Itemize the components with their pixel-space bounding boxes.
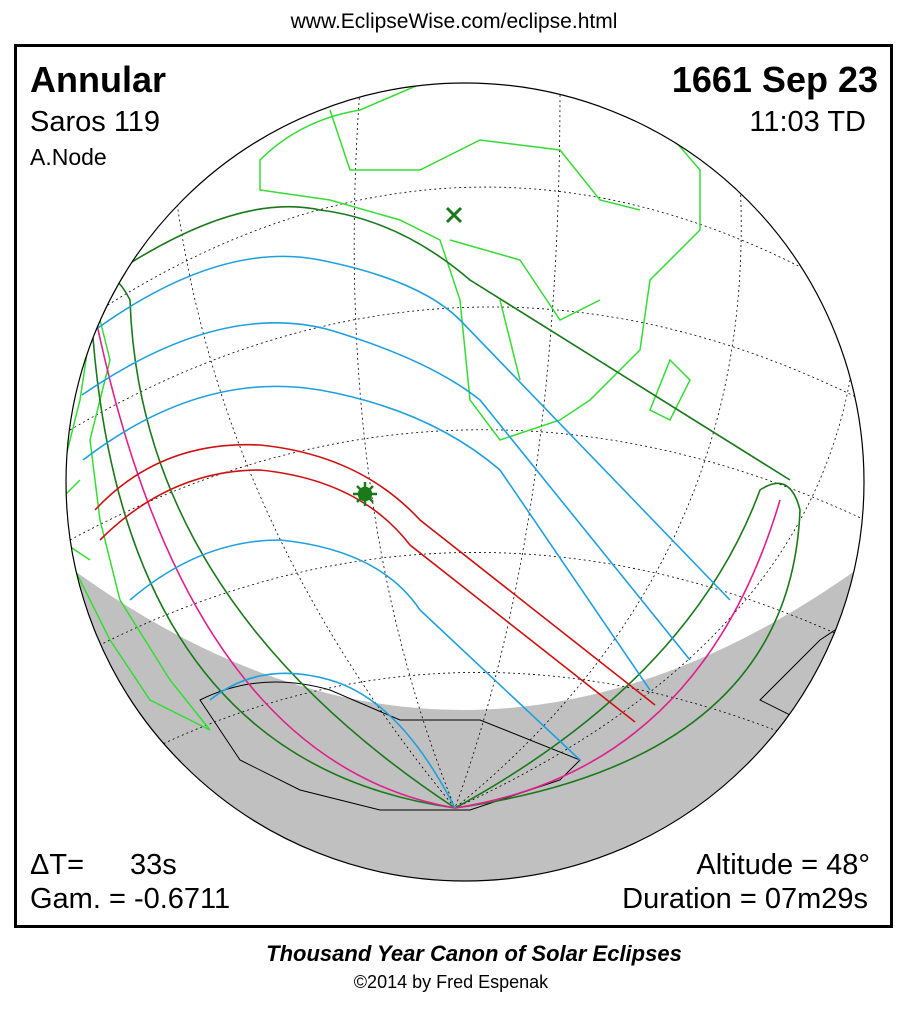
night-shade [66, 560, 864, 881]
url: www.EclipseWise.com/eclipse.html [290, 10, 618, 33]
rise-set-curve [89, 289, 456, 809]
node: A.Node [30, 144, 107, 170]
penumbra-limit [454, 482, 801, 809]
time: 11:03 TD [749, 106, 866, 138]
globe [66, 83, 864, 881]
gamma: Gam. = -0.6711 [30, 883, 230, 915]
duration: Duration = 07m29s [622, 883, 868, 915]
graticule [69, 87, 864, 809]
rise-set-curve [454, 499, 781, 809]
altitude: Altitude = 48° [696, 849, 870, 881]
continents [66, 83, 701, 731]
central-path-limit [99, 469, 636, 723]
greatest-eclipse [353, 482, 377, 506]
delta-t-label: ΔT= [30, 849, 84, 881]
central-path-limit [94, 443, 656, 706]
globe-outline [65, 82, 865, 882]
footer-title: Thousand Year Canon of Solar Eclipses [266, 941, 682, 966]
subsolar-point [445, 206, 463, 224]
saros: Saros 119 [30, 106, 160, 138]
eclipse-type: Annular [30, 59, 166, 100]
frame [14, 44, 893, 928]
eclipse-date: 1661 Sep 23 [672, 59, 878, 100]
magnitude-curves [81, 255, 731, 809]
penumbra-limit [89, 205, 791, 481]
delta-t: 33s [130, 849, 177, 881]
copyright: ©2014 by Fred Espenak [354, 972, 549, 992]
antarctica [199, 681, 581, 811]
